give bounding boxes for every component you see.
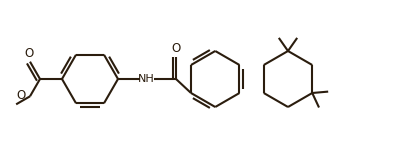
Text: O: O [24,47,33,60]
Text: NH: NH [137,74,154,84]
Text: O: O [171,42,181,55]
Text: O: O [17,89,26,102]
